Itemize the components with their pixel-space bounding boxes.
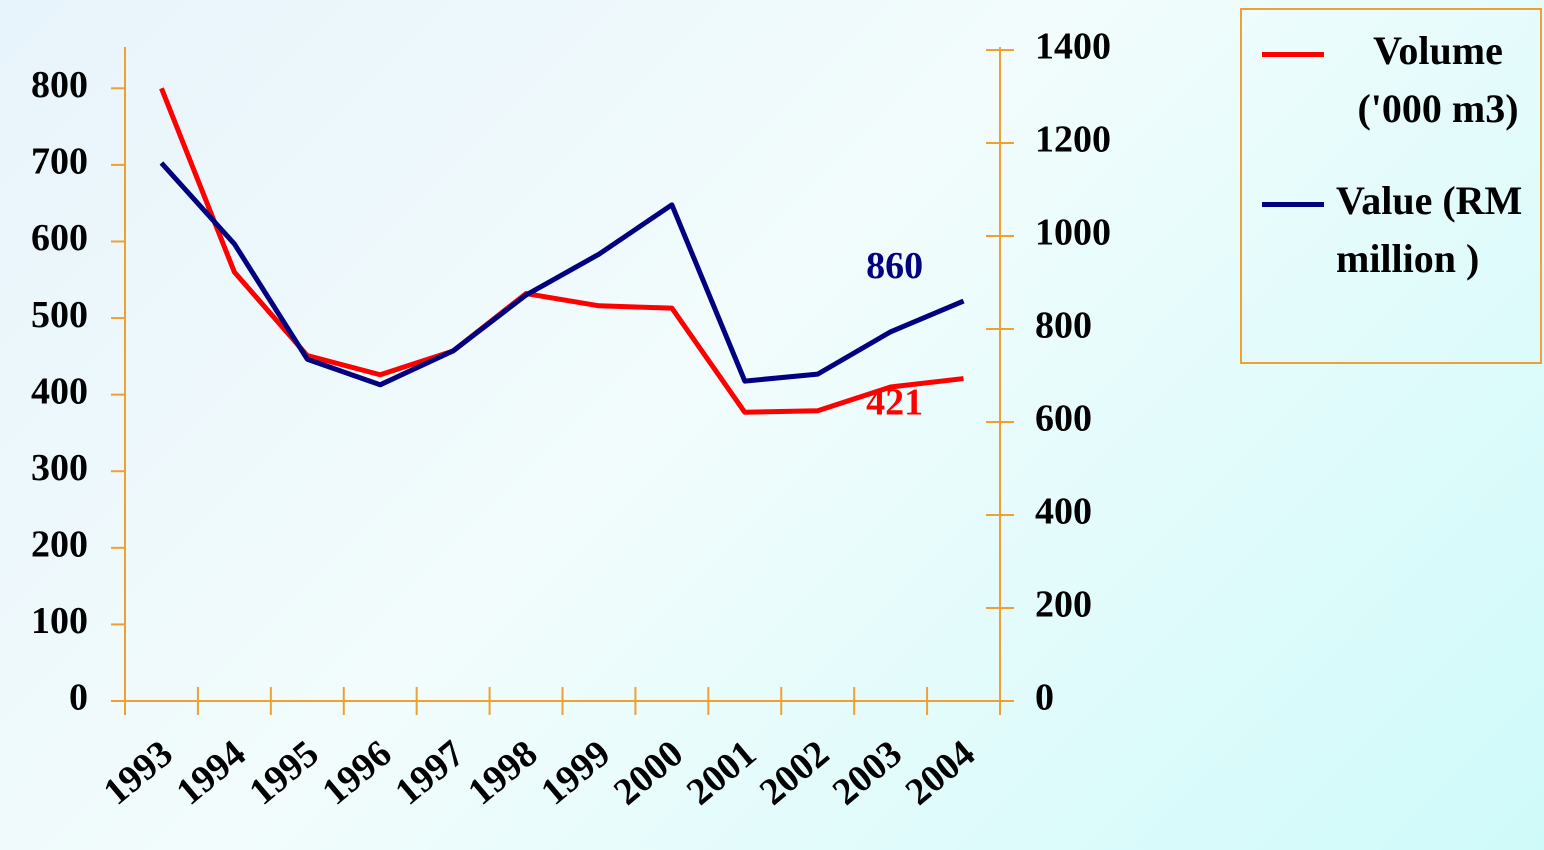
x-tick-label: 2002: [752, 732, 837, 813]
data-label: 421: [866, 381, 923, 423]
y-tick-label: 800: [31, 64, 88, 106]
x-tick-label: 1995: [241, 732, 326, 813]
x-tick-label: 1994: [169, 732, 254, 813]
y-tick-label: 200: [31, 524, 88, 566]
x-tick-label: 1996: [314, 732, 399, 813]
legend-item: Value (RM million ): [1242, 172, 1540, 288]
x-tick-label: 2000: [606, 732, 691, 813]
legend: Volume ('000 m3) Value (RM million ): [1240, 8, 1542, 364]
y2-tick-label: 400: [1035, 491, 1092, 533]
y-tick-label: 600: [31, 217, 88, 259]
x-tick-label: 1999: [533, 732, 618, 813]
legend-label: Value (RM million ): [1336, 178, 1523, 281]
x-tick-label: 2001: [679, 732, 764, 813]
y2-tick-label: 1200: [1035, 119, 1111, 161]
y-tick-label: 400: [31, 370, 88, 412]
data-label: 860: [866, 245, 923, 287]
y2-tick-label: 0: [1035, 677, 1054, 719]
x-tick-label: 1993: [96, 732, 181, 813]
y2-tick-label: 600: [1035, 398, 1092, 440]
x-tick-label: 2004: [898, 732, 983, 813]
y2-tick-label: 1400: [1035, 26, 1111, 68]
y-tick-label: 700: [31, 141, 88, 183]
series-line: [159, 161, 965, 388]
legend-swatch: [1262, 52, 1324, 57]
y2-tick-label: 1000: [1035, 212, 1111, 254]
legend-swatch: [1262, 202, 1324, 207]
y-tick-label: 300: [31, 447, 88, 489]
y-tick-label: 500: [31, 294, 88, 336]
y2-tick-label: 200: [1035, 584, 1092, 626]
y-tick-label: 100: [31, 600, 88, 642]
legend-item: Volume ('000 m3): [1242, 22, 1540, 138]
y2-tick-label: 800: [1035, 305, 1092, 347]
legend-label: Volume ('000 m3): [1357, 28, 1519, 131]
x-tick-label: 1997: [387, 732, 472, 813]
series-line: [159, 87, 964, 415]
y-tick-label: 0: [69, 677, 88, 719]
x-tick-label: 1998: [460, 732, 545, 813]
x-tick-label: 2003: [825, 732, 910, 813]
